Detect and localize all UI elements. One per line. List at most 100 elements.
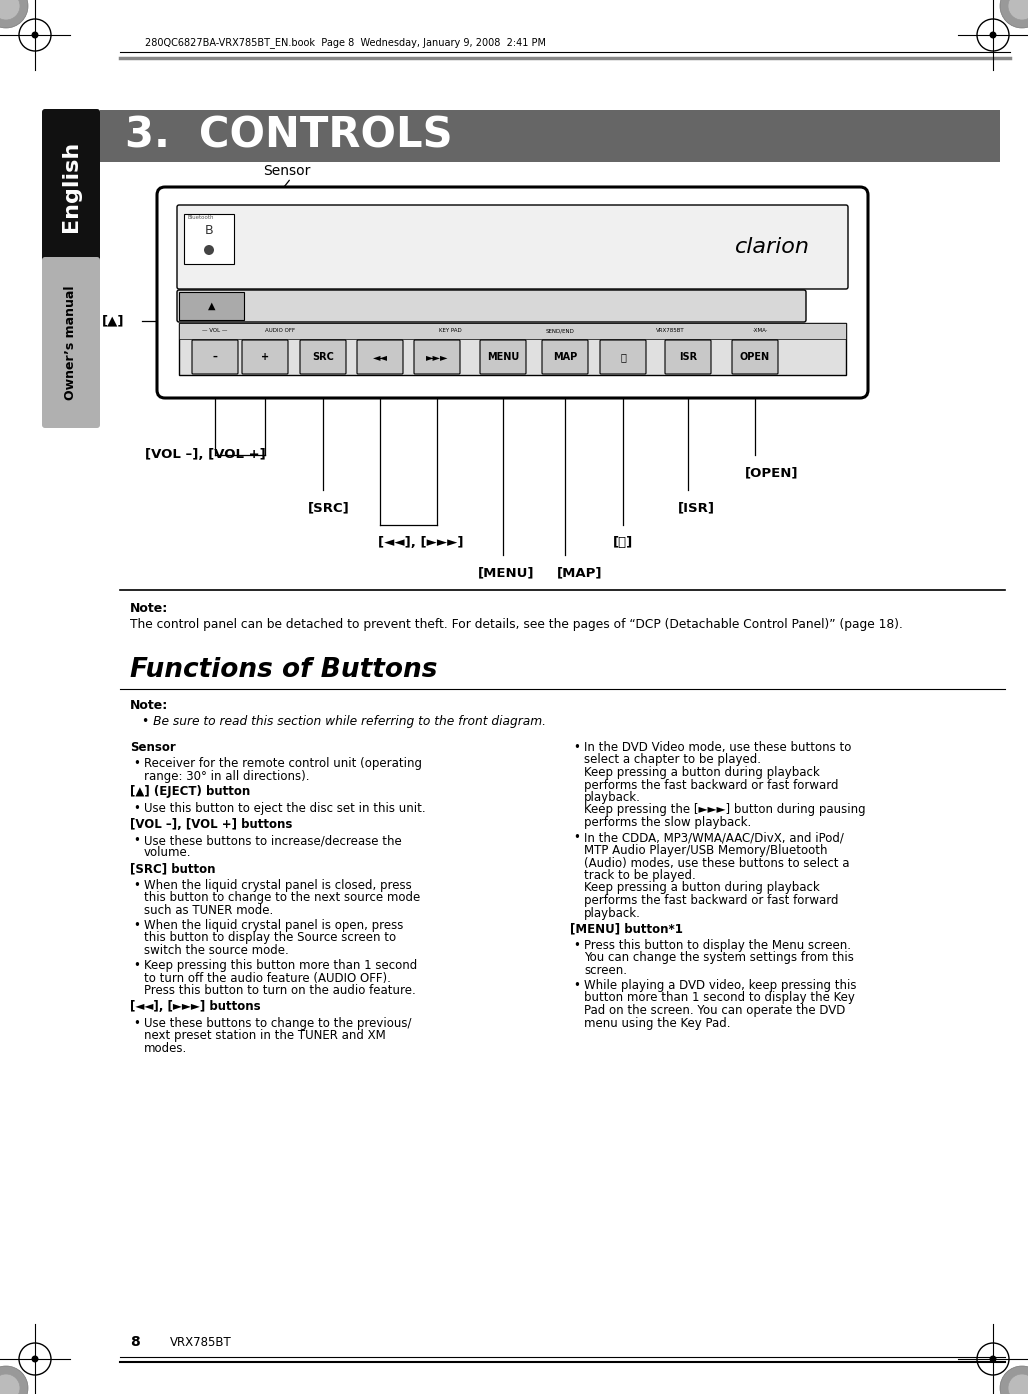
Text: SRC: SRC	[313, 353, 334, 362]
Text: •: •	[573, 831, 580, 845]
Circle shape	[204, 245, 214, 255]
Text: •: •	[133, 1016, 140, 1030]
Text: VRX785BT: VRX785BT	[170, 1335, 231, 1349]
Text: menu using the Key Pad.: menu using the Key Pad.	[584, 1016, 731, 1030]
Text: ▲: ▲	[208, 301, 215, 311]
FancyBboxPatch shape	[177, 205, 848, 289]
Text: The control panel can be detached to prevent theft. For details, see the pages o: The control panel can be detached to pre…	[130, 618, 903, 631]
FancyBboxPatch shape	[177, 290, 806, 322]
Text: this button to change to the next source mode: this button to change to the next source…	[144, 891, 420, 903]
Text: to turn off the audio feature (AUDIO OFF).: to turn off the audio feature (AUDIO OFF…	[144, 972, 391, 986]
Circle shape	[990, 1355, 996, 1362]
FancyBboxPatch shape	[600, 340, 646, 374]
FancyBboxPatch shape	[242, 340, 288, 374]
Text: [OPEN]: [OPEN]	[745, 467, 799, 480]
Text: When the liquid crystal panel is closed, press: When the liquid crystal panel is closed,…	[144, 878, 412, 892]
Text: •: •	[133, 959, 140, 973]
Text: B: B	[205, 223, 214, 237]
Text: switch the source mode.: switch the source mode.	[144, 944, 289, 958]
Circle shape	[0, 0, 28, 28]
Text: •: •	[133, 802, 140, 815]
Text: • Be sure to read this section while referring to the front diagram.: • Be sure to read this section while ref…	[142, 715, 546, 728]
Text: [▲]: [▲]	[102, 315, 124, 328]
Text: Sensor: Sensor	[130, 742, 176, 754]
Text: Use these buttons to increase/decrease the: Use these buttons to increase/decrease t…	[144, 834, 402, 848]
Text: [SRC] button: [SRC] button	[130, 861, 216, 875]
Circle shape	[1000, 1366, 1028, 1394]
Circle shape	[1008, 1374, 1028, 1394]
Text: •: •	[573, 979, 580, 993]
FancyBboxPatch shape	[42, 256, 100, 428]
Circle shape	[32, 1355, 38, 1362]
Text: select a chapter to be played.: select a chapter to be played.	[584, 754, 761, 767]
Text: Press this button to display the Menu screen.: Press this button to display the Menu sc…	[584, 938, 851, 952]
Text: [ISR]: [ISR]	[678, 502, 715, 514]
Circle shape	[1000, 0, 1028, 28]
Text: volume.: volume.	[144, 846, 191, 860]
Text: [⌯]: [⌯]	[613, 537, 633, 549]
Text: You can change the system settings from this: You can change the system settings from …	[584, 951, 854, 965]
FancyBboxPatch shape	[300, 340, 346, 374]
Text: •: •	[133, 878, 140, 892]
Text: ⌯: ⌯	[620, 353, 626, 362]
Text: –: –	[213, 353, 218, 362]
Text: range: 30° in all directions).: range: 30° in all directions).	[144, 769, 309, 783]
Text: VRX785BT: VRX785BT	[656, 329, 685, 333]
FancyBboxPatch shape	[357, 340, 403, 374]
FancyBboxPatch shape	[42, 109, 100, 263]
Bar	[179, 323, 846, 375]
Text: KEY PAD: KEY PAD	[439, 329, 462, 333]
Circle shape	[32, 32, 38, 39]
Text: Bluetooth: Bluetooth	[187, 215, 214, 220]
Text: MENU: MENU	[487, 353, 519, 362]
Text: [◄◄], [►►►] buttons: [◄◄], [►►►] buttons	[130, 999, 261, 1013]
FancyBboxPatch shape	[414, 340, 460, 374]
Bar	[179, 291, 244, 321]
Text: [MAP]: [MAP]	[557, 566, 602, 580]
Text: +: +	[261, 353, 269, 362]
FancyBboxPatch shape	[192, 340, 238, 374]
Text: [▲] (EJECT) button: [▲] (EJECT) button	[130, 785, 250, 799]
Text: Use this button to eject the disc set in this unit.: Use this button to eject the disc set in…	[144, 802, 426, 815]
Text: button more than 1 second to display the Key: button more than 1 second to display the…	[584, 991, 855, 1005]
Text: next preset station in the TUNER and XM: next preset station in the TUNER and XM	[144, 1029, 386, 1041]
Circle shape	[0, 1366, 28, 1394]
Text: MTP Audio Player/USB Memory/Bluetooth: MTP Audio Player/USB Memory/Bluetooth	[584, 843, 828, 857]
Text: 8: 8	[130, 1335, 140, 1349]
Text: In the DVD Video mode, use these buttons to: In the DVD Video mode, use these buttons…	[584, 742, 851, 754]
FancyBboxPatch shape	[732, 340, 778, 374]
Text: Keep pressing this button more than 1 second: Keep pressing this button more than 1 se…	[144, 959, 417, 973]
Text: clarion: clarion	[735, 237, 810, 256]
Text: ISR: ISR	[678, 353, 697, 362]
Text: Note:: Note:	[130, 698, 169, 712]
Circle shape	[0, 0, 20, 20]
Text: Receiver for the remote control unit (operating: Receiver for the remote control unit (op…	[144, 757, 423, 771]
Text: Keep pressing a button during playback: Keep pressing a button during playback	[584, 881, 819, 895]
Text: Use these buttons to change to the previous/: Use these buttons to change to the previ…	[144, 1016, 411, 1030]
Text: (Audio) modes, use these buttons to select a: (Audio) modes, use these buttons to sele…	[584, 856, 849, 870]
Text: Press this button to turn on the audio feature.: Press this button to turn on the audio f…	[144, 984, 415, 998]
Text: ·XMA·: ·XMA·	[752, 329, 768, 333]
Text: playback.: playback.	[584, 790, 640, 804]
Text: track to be played.: track to be played.	[584, 868, 696, 882]
Text: Keep pressing the [►►►] button during pausing: Keep pressing the [►►►] button during pa…	[584, 803, 866, 817]
Text: SEND/END: SEND/END	[546, 329, 575, 333]
Text: [MENU]: [MENU]	[478, 566, 535, 580]
Text: Note:: Note:	[130, 602, 169, 615]
Text: modes.: modes.	[144, 1041, 187, 1054]
Text: AUDIO OFF: AUDIO OFF	[265, 329, 295, 333]
Text: [◄◄], [►►►]: [◄◄], [►►►]	[378, 537, 464, 549]
Text: OPEN: OPEN	[740, 353, 770, 362]
Text: performs the fast backward or fast forward: performs the fast backward or fast forwa…	[584, 778, 839, 792]
Text: screen.: screen.	[584, 963, 627, 977]
Text: such as TUNER mode.: such as TUNER mode.	[144, 903, 273, 916]
Text: ►►►: ►►►	[426, 353, 448, 362]
FancyBboxPatch shape	[157, 187, 868, 399]
Text: 280QC6827BA-VRX785BT_EN.book  Page 8  Wednesday, January 9, 2008  2:41 PM: 280QC6827BA-VRX785BT_EN.book Page 8 Wedn…	[145, 38, 546, 47]
Text: •: •	[133, 757, 140, 771]
Text: When the liquid crystal panel is open, press: When the liquid crystal panel is open, p…	[144, 919, 403, 933]
FancyBboxPatch shape	[184, 215, 234, 263]
Text: Sensor: Sensor	[263, 164, 310, 178]
Text: performs the fast backward or fast forward: performs the fast backward or fast forwa…	[584, 894, 839, 907]
FancyBboxPatch shape	[542, 340, 588, 374]
